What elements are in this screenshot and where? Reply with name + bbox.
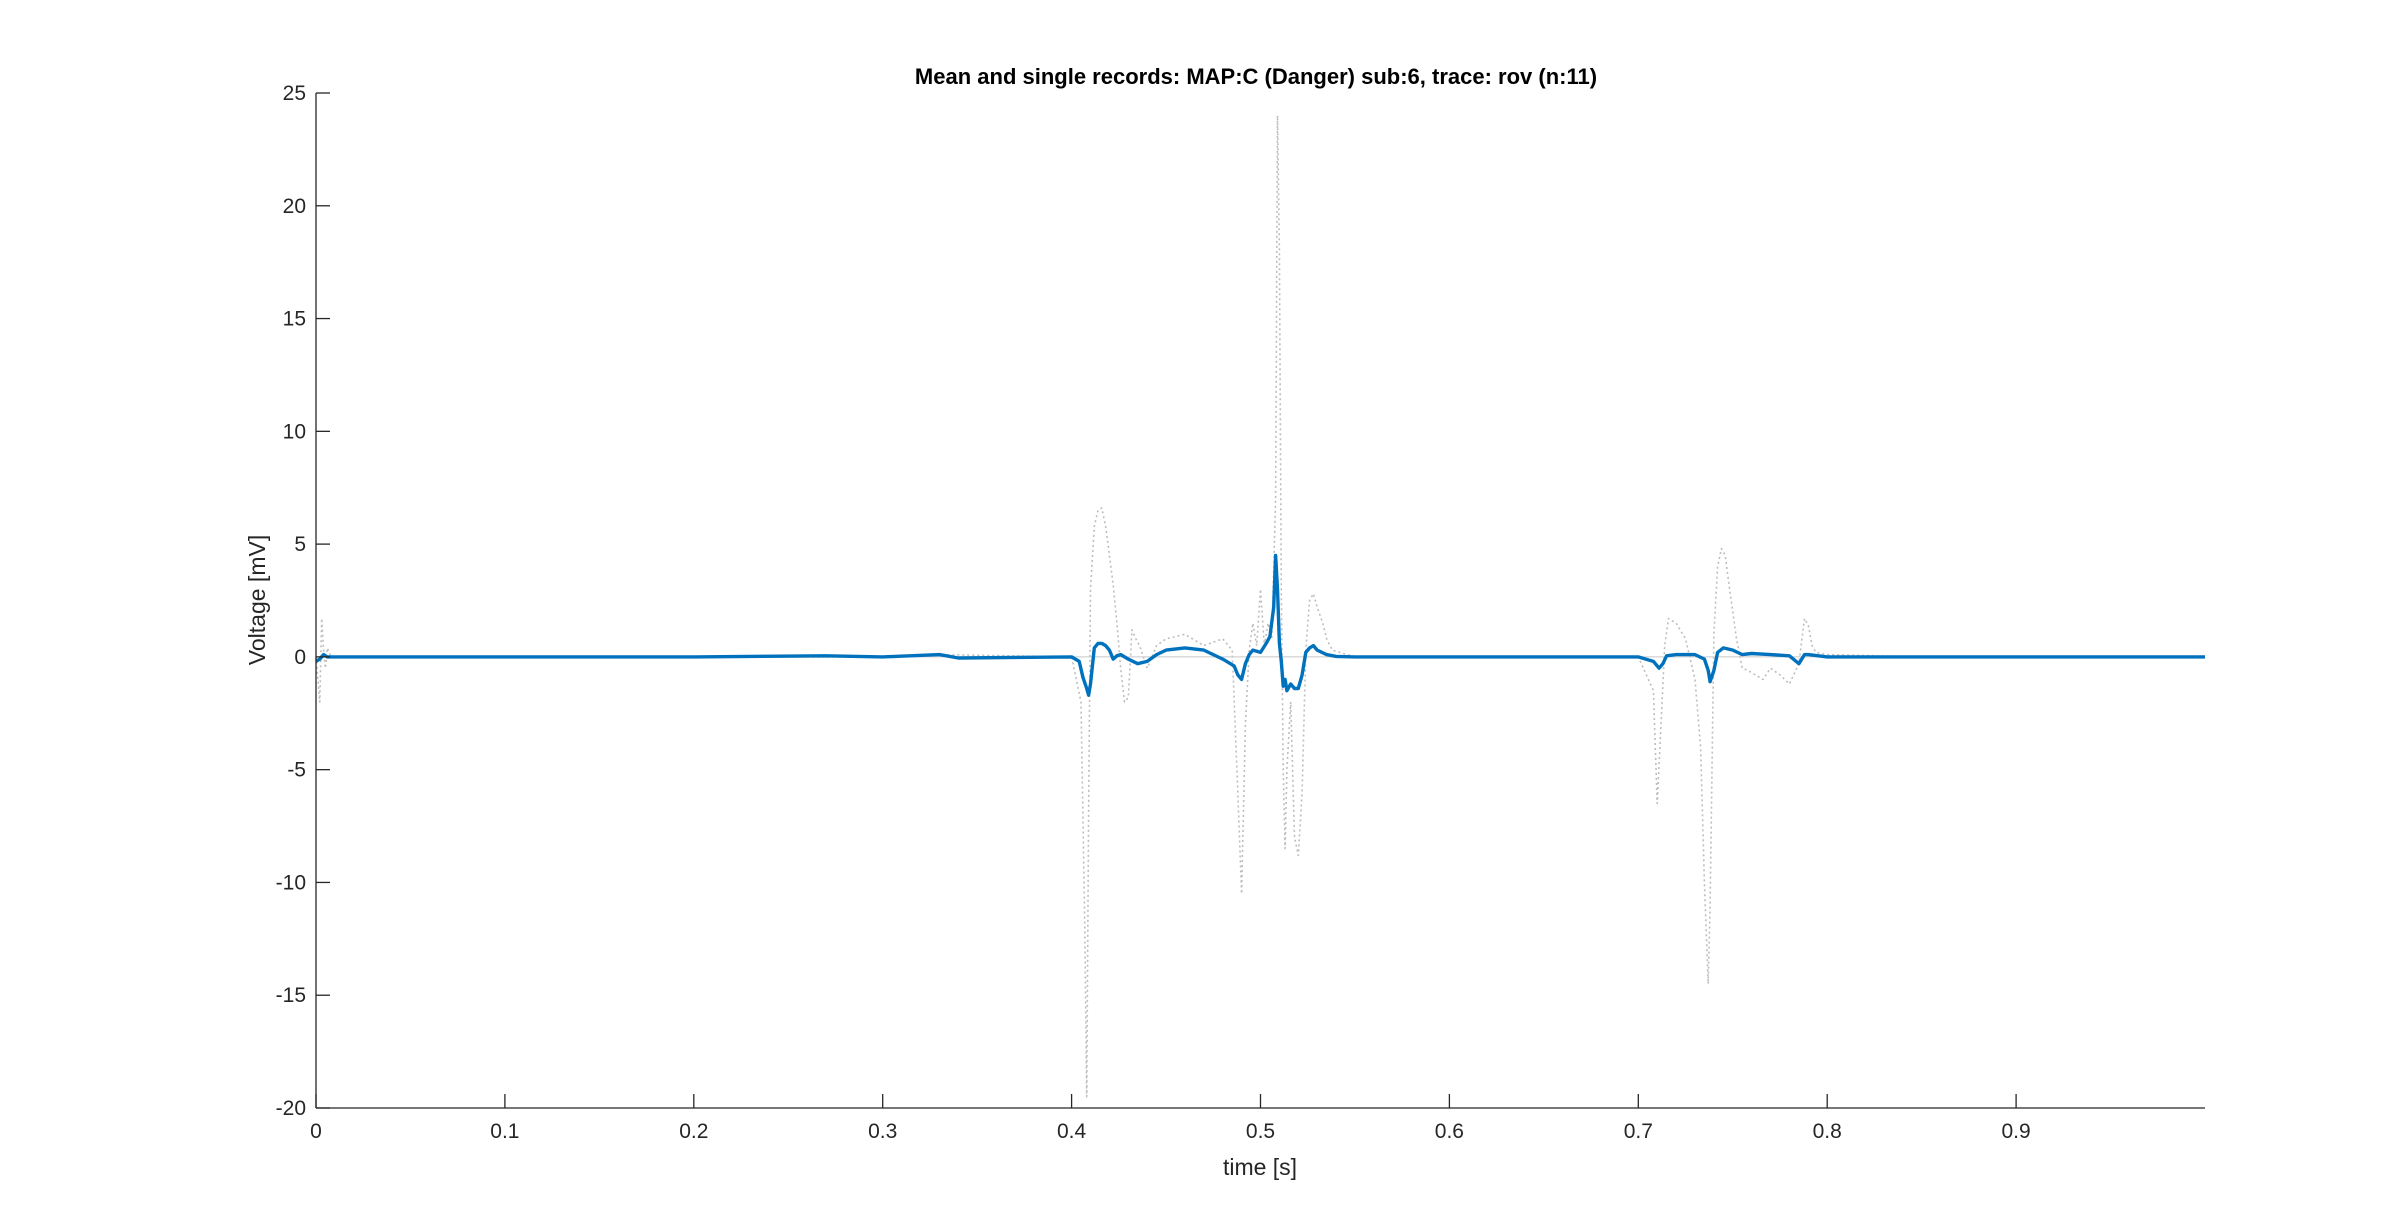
x-tick-label: 0.2: [679, 1120, 708, 1143]
mean-layer: [315, 553, 2205, 697]
x-tick-label: 0: [310, 1120, 322, 1143]
single-records-series-line: [315, 114, 2205, 1098]
y-tick-label: 5: [294, 533, 306, 556]
x-tick-label: 0.7: [1624, 1120, 1653, 1143]
chart-title: Mean and single records: MAP:C (Danger) …: [915, 64, 1597, 89]
y-tick-label: 20: [283, 195, 306, 218]
y-tick-label: -5: [287, 759, 306, 782]
y-tick-label: -10: [276, 871, 306, 894]
y-tick-label: 25: [283, 82, 306, 105]
y-tick-label: -15: [276, 984, 306, 1007]
mean-series-line: [315, 553, 2205, 697]
y-tick-label: -20: [276, 1097, 306, 1120]
x-tick-label: 0.9: [2001, 1120, 2030, 1143]
x-tick-label: 0.1: [490, 1120, 519, 1143]
y-axis-label: Voltage [mV]: [244, 535, 270, 665]
plot-area: [315, 114, 2205, 1098]
x-tick-label: 0.3: [868, 1120, 897, 1143]
axes: 0 0.1 0.2 0.3 0.4 0.5 0.6 0.7 0.8 0.9 -20 -15 -10 -5…: [276, 82, 2205, 1143]
x-tick-label: 0.4: [1057, 1120, 1087, 1143]
y-tick-label: 15: [283, 308, 306, 331]
x-axis-label: time [s]: [1223, 1154, 1297, 1180]
y-tick-label: 0: [294, 646, 306, 669]
x-ticks: 0 0.1 0.2 0.3 0.4 0.5 0.6 0.7 0.8 0.9: [310, 1094, 2031, 1143]
x-tick-label: 0.5: [1246, 1120, 1275, 1143]
y-ticks: -20 -15 -10 -5 0 5 10 15 20 25: [276, 82, 330, 1120]
y-tick-label: 10: [283, 420, 306, 443]
x-tick-label: 0.8: [1813, 1120, 1842, 1143]
x-tick-label: 0.6: [1435, 1120, 1464, 1143]
single-records-layer: [315, 114, 2205, 1098]
